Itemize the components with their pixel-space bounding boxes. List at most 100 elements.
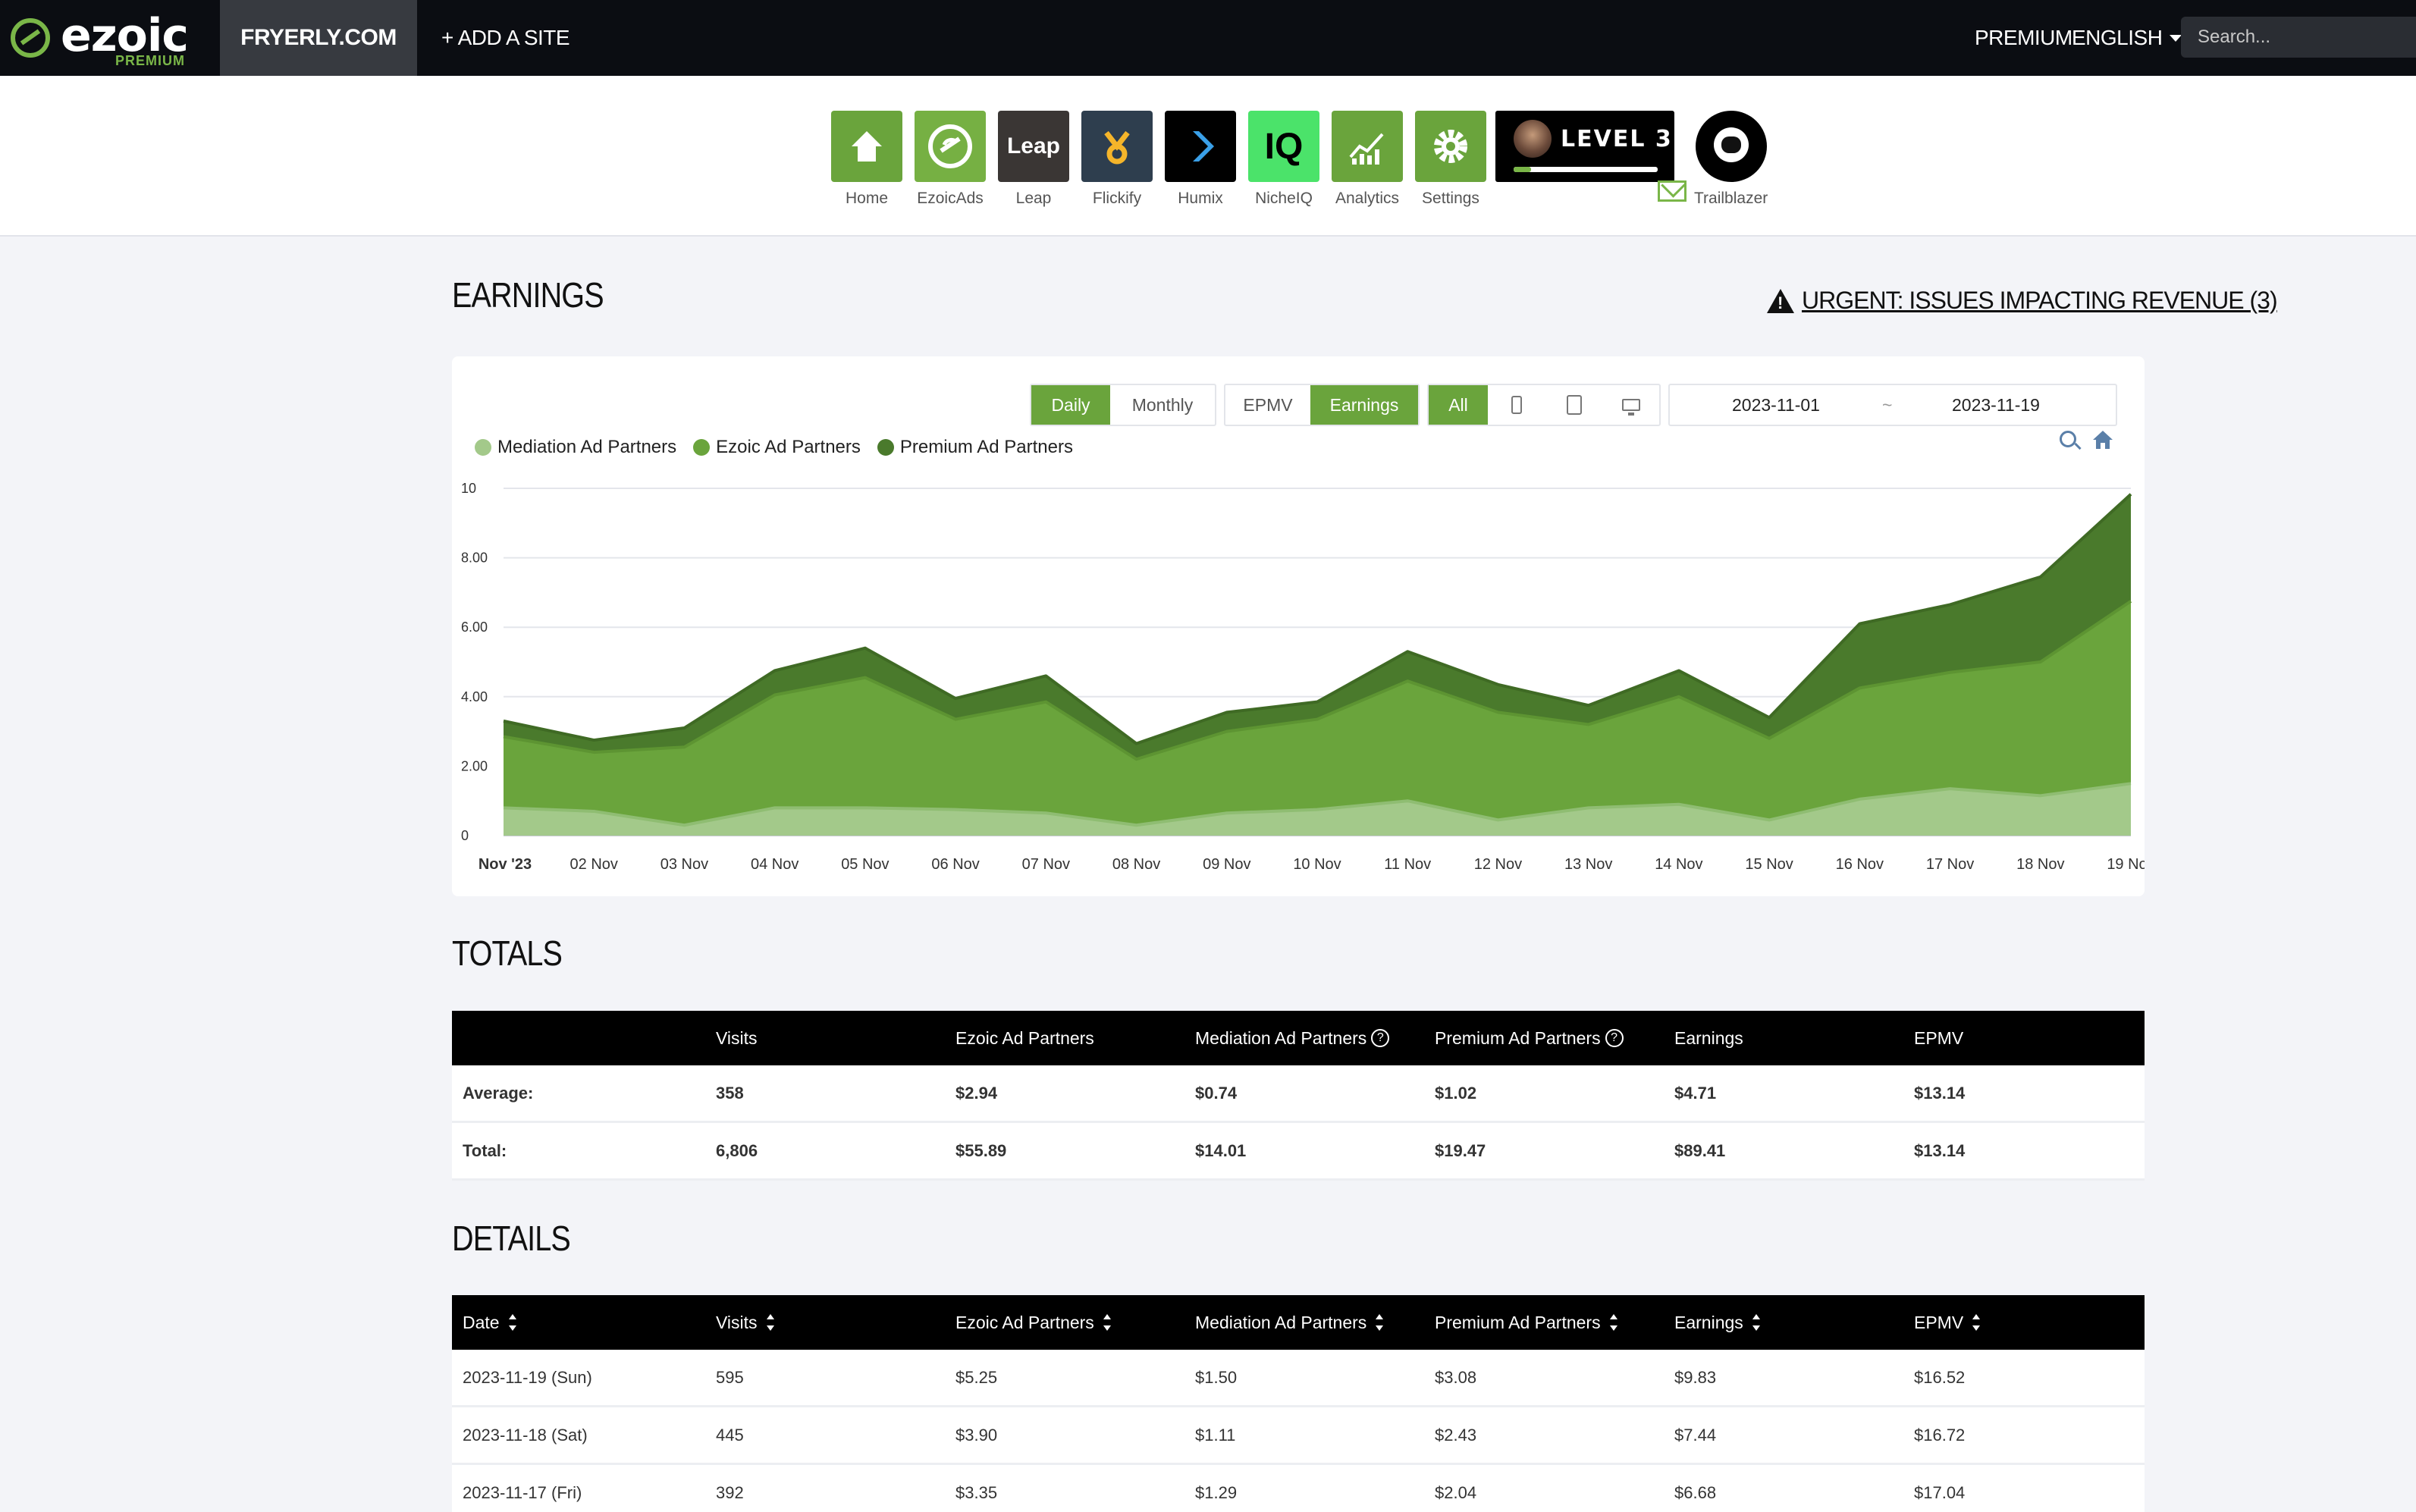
column-header[interactable]: EPMV [1914, 1295, 1981, 1350]
column-header-label: EPMV [1914, 1312, 1964, 1332]
column-header[interactable]: Mediation Ad Partners [1195, 1295, 1384, 1350]
column-header-label: Date [463, 1312, 500, 1332]
premium-link[interactable]: PREMIUM [1975, 26, 2072, 49]
app-ezoicads[interactable]: EzoicAds [908, 111, 992, 208]
details-title: DETAILS [452, 1219, 571, 1258]
y-tick-label: 6.00 [461, 620, 488, 635]
date-from[interactable]: 2023-11-01 [1732, 394, 1820, 415]
daily-button[interactable]: Daily [1031, 385, 1110, 425]
language-dropdown[interactable]: ENGLISH [2072, 0, 2182, 76]
legend-item[interactable]: Mediation Ad Partners [475, 437, 676, 458]
table-cell: $2.94 [955, 1083, 998, 1103]
ezoic-logo[interactable]: ezoic PREMIUM [6, 8, 211, 68]
column-header[interactable]: Date [463, 1295, 516, 1350]
app-label: EzoicAds [917, 190, 984, 207]
earnings-title: EARNINGS [452, 275, 604, 315]
x-tick-label: 09 Nov [1203, 856, 1250, 873]
app-nicheiq[interactable]: IQ NicheIQ [1242, 111, 1326, 208]
totals-title: TOTALS [452, 933, 563, 973]
urgent-issues-link[interactable]: URGENT: ISSUES IMPACTING REVENUE (3) [1767, 287, 2278, 315]
help-icon[interactable]: ? [1605, 1029, 1624, 1047]
x-tick-label: 11 Nov [1384, 856, 1431, 873]
sort-icon[interactable] [508, 1313, 516, 1332]
app-analytics[interactable]: Analytics [1326, 111, 1409, 208]
app-humix[interactable]: Humix [1159, 111, 1242, 208]
mail-icon[interactable] [1658, 180, 1686, 202]
legend-item[interactable]: Ezoic Ad Partners [693, 437, 861, 458]
date-to[interactable]: 2023-11-19 [1952, 394, 2040, 415]
column-header-label: Earnings [1674, 1027, 1743, 1048]
column-header: Earnings [1674, 1011, 1743, 1065]
reset-zoom-home-icon[interactable] [2091, 429, 2114, 450]
table-cell: Average: [463, 1083, 534, 1103]
epmv-button[interactable]: EPMV [1243, 394, 1293, 415]
table-cell: 595 [716, 1367, 744, 1387]
app-home[interactable]: Home [825, 111, 908, 208]
table-cell: $2.04 [1435, 1482, 1477, 1502]
warning-icon [1767, 288, 1794, 313]
tablet-button[interactable] [1545, 385, 1603, 425]
mobile-button[interactable] [1488, 385, 1545, 425]
search-input[interactable] [2181, 17, 2416, 58]
sort-icon[interactable] [1376, 1313, 1384, 1332]
sort-icon[interactable] [1752, 1313, 1760, 1332]
sort-icon[interactable] [766, 1313, 774, 1332]
table-header: Date Visits Ezoic Ad Partners Mediation Ad … [452, 1295, 2145, 1350]
app-settings[interactable]: Settings [1409, 111, 1492, 208]
add-site-link[interactable]: + ADD A SITE [441, 26, 570, 49]
app-label: Settings [1422, 190, 1479, 207]
level-badge[interactable]: LEVEL 3 [1495, 111, 1674, 182]
site-selector[interactable]: FRYERLY.COM [220, 0, 417, 76]
details-table: Date Visits Ezoic Ad Partners Mediation Ad … [452, 1295, 2145, 1512]
column-header[interactable]: Earnings [1674, 1295, 1760, 1350]
tablet-icon [1567, 395, 1582, 415]
column-header[interactable]: Premium Ad Partners [1435, 1295, 1617, 1350]
help-icon[interactable]: ? [1371, 1029, 1390, 1047]
zoom-icon[interactable] [2060, 431, 2076, 447]
table-cell: $1.02 [1435, 1083, 1477, 1103]
level-progress-fill [1514, 167, 1531, 172]
monthly-button[interactable]: Monthly [1131, 394, 1194, 415]
x-tick-label: 08 Nov [1112, 856, 1160, 873]
app-flickify[interactable]: Flickify [1075, 111, 1159, 208]
series-line [503, 600, 2132, 761]
app-label: Leap [1015, 190, 1052, 207]
table-cell: $1.29 [1195, 1482, 1238, 1502]
table-cell: $3.35 [955, 1482, 998, 1502]
x-tick-label: 04 Nov [751, 856, 799, 873]
app-leap[interactable]: Leap Leap [992, 111, 1075, 208]
legend-item[interactable]: Premium Ad Partners [877, 437, 1073, 458]
table-cell: $7.44 [1674, 1425, 1717, 1445]
column-header-label: EPMV [1914, 1027, 1964, 1048]
column-header[interactable]: Ezoic Ad Partners [955, 1295, 1111, 1350]
avatar [1514, 120, 1552, 158]
date-range-picker[interactable]: 2023-11-01 ~ 2023-11-19 [1668, 384, 2117, 426]
column-header-label: Earnings [1674, 1312, 1743, 1332]
sort-icon[interactable] [1103, 1313, 1111, 1332]
app-label: Home [845, 190, 889, 207]
desktop-button[interactable] [1603, 385, 1659, 425]
legend-label: Ezoic Ad Partners [716, 437, 861, 457]
column-header: Ezoic Ad Partners [955, 1011, 1094, 1065]
column-header[interactable]: Visits [716, 1295, 774, 1350]
series-line [503, 782, 2132, 827]
trailblazer-button[interactable]: Trailblazer [1694, 111, 1768, 208]
app-label: Humix [1178, 190, 1223, 207]
sort-icon[interactable] [1609, 1313, 1617, 1332]
table-cell: $16.72 [1914, 1425, 1966, 1445]
flickify-icon [1081, 111, 1153, 182]
sort-icon[interactable] [1972, 1313, 1981, 1332]
home-icon [831, 111, 902, 182]
caret-down-icon [2170, 34, 2182, 42]
all-devices-button[interactable]: All [1429, 385, 1488, 425]
app-label: NicheIQ [1255, 190, 1313, 207]
y-tick-label: 2.00 [461, 758, 488, 773]
earnings-button[interactable]: Earnings [1310, 385, 1418, 425]
app-label: Analytics [1335, 190, 1400, 207]
x-tick-label: Nov '23 [478, 856, 532, 873]
table-cell: $19.47 [1435, 1140, 1486, 1160]
table-row: 2023-11-18 (Sat) 445 $3.90 $1.11 $2.43 $7.44 $… [452, 1407, 2145, 1465]
table-row: Average: 358 $2.94 $0.74 $1.02 $4.71 $13.14 [452, 1065, 2145, 1123]
table-cell: $6.68 [1674, 1482, 1717, 1502]
totals-table: Visits Ezoic Ad Partners Mediation Ad Part… [452, 1011, 2145, 1181]
